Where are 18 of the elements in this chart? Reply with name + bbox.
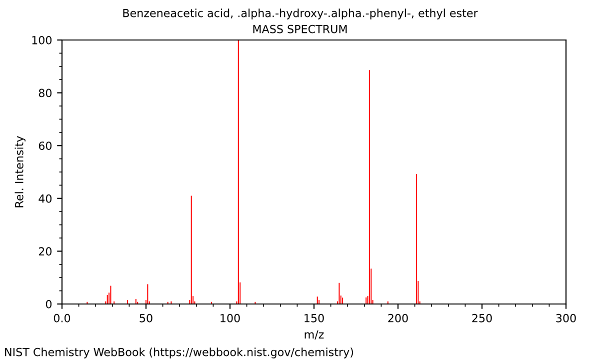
chart-subtitle: MASS SPECTRUM [253, 24, 347, 34]
chart-title: Benzeneacetic acid, .alpha.-hydroxy-.alpha.-phenyl-, ethyl ester [123, 8, 478, 20]
y-tick-label: 80 [38, 88, 52, 98]
text: NIST Chemistry WebBook (https://webbook.nist.gov/chemistry) [5, 348, 354, 358]
x-tick-label: 300 [556, 314, 576, 322]
x-axis-title: m/z [304, 330, 324, 340]
y-tick-label: 40 [38, 194, 52, 203]
x-tick-label: 50 [140, 314, 152, 322]
x-tick-label: 100 [220, 314, 240, 322]
y-tick-label: 100 [32, 36, 52, 44]
x-tick-label: 250 [472, 314, 492, 322]
x-tick-label: 150 [304, 314, 324, 322]
x-tick-label: 0.0 [54, 314, 70, 322]
y-axis-title: Rel. Intensity [14, 136, 26, 208]
y-tick-label: 20 [38, 247, 52, 256]
x-tick-label: 200 [388, 314, 408, 322]
y-tick-label: 60 [38, 142, 52, 150]
y-tick-label: 0 [46, 300, 52, 308]
